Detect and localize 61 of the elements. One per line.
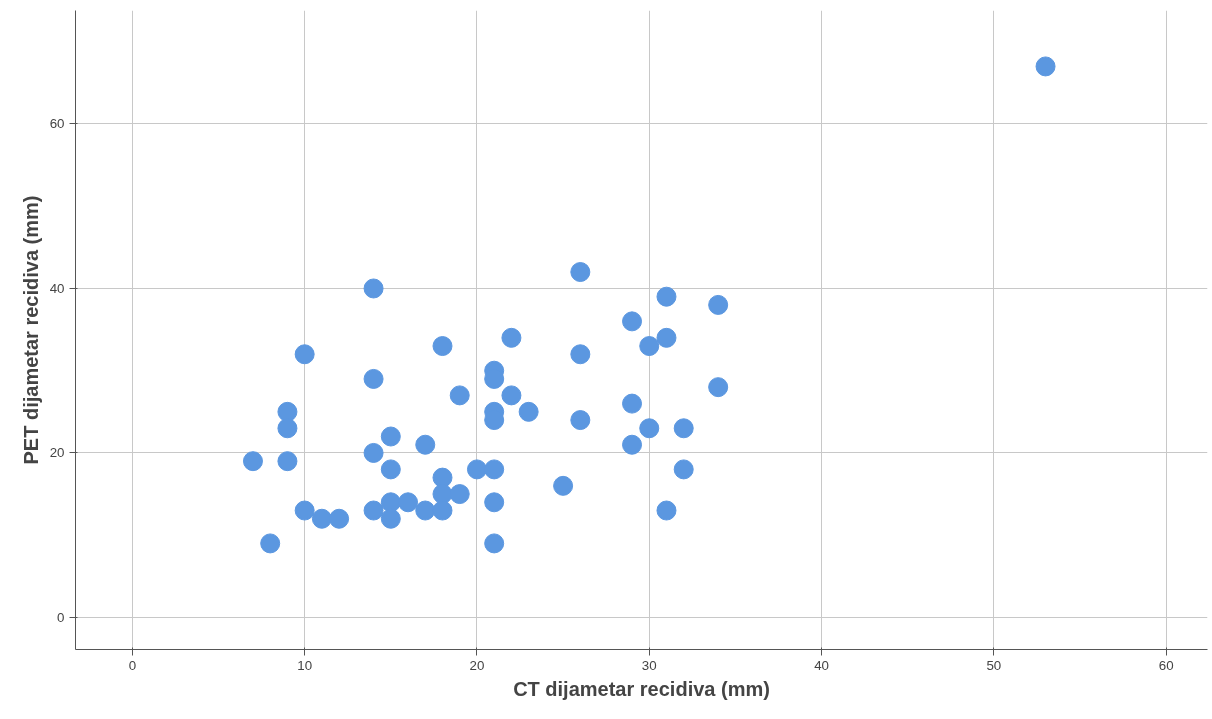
point (570, 410, 591, 431)
point (294, 500, 315, 521)
point (260, 533, 281, 554)
y-axis-title: PET dijametar recidiva (mm) (19, 195, 42, 465)
point (570, 344, 591, 365)
point (708, 294, 729, 315)
point (242, 451, 263, 472)
y-tick-label: 60 (49, 116, 65, 132)
point (501, 327, 522, 348)
point (484, 459, 505, 480)
point (570, 262, 591, 282)
point (622, 393, 643, 414)
point (673, 418, 694, 439)
point (1035, 56, 1056, 77)
point (311, 508, 332, 529)
point (484, 492, 505, 513)
x-tick-label: 10 (297, 657, 313, 673)
point (656, 286, 677, 307)
point (484, 533, 505, 554)
point (622, 311, 643, 332)
point (329, 508, 350, 529)
x-tick-label: 20 (469, 657, 485, 673)
x-axis-title: CT dijametar recidiva (mm) (513, 677, 770, 700)
point (553, 475, 574, 496)
point (363, 368, 384, 389)
point (415, 434, 436, 455)
point (518, 401, 539, 422)
y-tick-label: 20 (49, 445, 65, 461)
point (380, 508, 401, 529)
point (277, 401, 298, 422)
point (432, 467, 453, 488)
point (466, 459, 487, 480)
point (639, 418, 660, 439)
point (380, 426, 401, 447)
point (363, 278, 384, 299)
x-tick-label: 50 (986, 657, 1002, 673)
point (501, 385, 522, 406)
point (639, 336, 660, 357)
x-tick-label: 60 (1158, 657, 1174, 673)
point (415, 500, 436, 521)
point (656, 500, 677, 521)
x-tick-label: 30 (641, 657, 657, 673)
point (363, 442, 384, 463)
point (277, 418, 298, 439)
x-tick-label: 40 (814, 657, 829, 673)
point (449, 385, 470, 406)
point (363, 500, 384, 521)
point (656, 327, 677, 348)
y-tick-label: 0 (57, 609, 65, 625)
point (432, 500, 453, 521)
point (449, 484, 470, 505)
x-tick-label: 0 (128, 657, 137, 673)
point (277, 451, 298, 472)
point (673, 459, 694, 480)
y-tick-label: 40 (49, 280, 65, 296)
point (294, 344, 315, 365)
point (398, 492, 419, 513)
point (622, 434, 643, 455)
point (708, 377, 729, 398)
point (380, 459, 401, 480)
point (432, 336, 453, 357)
